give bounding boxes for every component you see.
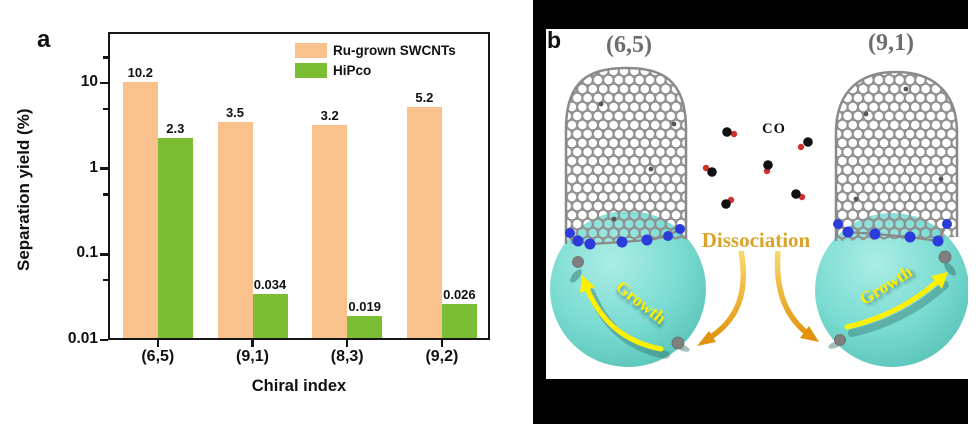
bar-(8,3)-hipco	[347, 316, 383, 340]
edge-atoms-right	[833, 219, 952, 247]
x-axis-title: Chiral index	[251, 377, 347, 395]
dissociation-label: Dissociation	[701, 228, 811, 252]
bar-(6,5)-hipco	[157, 137, 193, 340]
co-molecule-label: CO	[762, 121, 786, 137]
dissociation-arrow-left	[697, 250, 747, 346]
bar-value-label: 3.5	[225, 105, 245, 121]
x-category-label: (9,2)	[425, 348, 459, 365]
y-tick-label: 0.01	[67, 330, 98, 347]
separation-yield-chart: 10.2 2.3 (6,5) 3.5 0.034 (9,1) 3.2 0.019 (8,3) 5.…	[67, 43, 477, 365]
bar-(9,2)-hipco	[441, 304, 477, 340]
panel-a-label: a	[37, 26, 51, 53]
y-tick-label: 10	[80, 73, 98, 91]
bar-value-label: 0.019	[348, 299, 381, 315]
y-tick-label: 1	[89, 158, 98, 176]
x-category-label: (6,5)	[141, 348, 175, 365]
bar-value-label: 0.034	[253, 277, 287, 293]
x-category-label: (8,3)	[330, 348, 364, 365]
chirality-label-left: (6,5)	[606, 32, 652, 58]
dissociation-arrow-right	[774, 250, 819, 342]
bar-value-label: 3.2	[320, 108, 339, 124]
x-axis-tick	[156, 340, 160, 347]
x-axis-tick	[440, 340, 444, 347]
legend-swatch-hipco	[295, 63, 327, 78]
y-axis-tick	[100, 253, 108, 256]
growth-arrow-left	[580, 275, 664, 352]
bar-(9,1)-ru-grown	[217, 122, 253, 340]
y-axis-tick	[100, 167, 108, 170]
edge-atoms-left	[565, 224, 685, 250]
catalyst-sphere-right	[815, 213, 968, 367]
y-axis-minor-tick	[103, 278, 108, 282]
bar-(9,1)-hipco	[252, 294, 288, 340]
bar-value-label: 10.2	[127, 65, 153, 81]
y-axis-minor-tick	[103, 56, 108, 59]
legend-label-hipco: HiPco	[333, 63, 372, 78]
nanotube-right	[834, 70, 959, 241]
y-axis-title: Separation yield (%)	[14, 108, 33, 272]
bar-value-label: 0.026	[443, 287, 476, 303]
bar-(6,5)-ru-grown	[122, 82, 158, 340]
growth-arrow-right	[844, 272, 948, 330]
y-axis-tick	[100, 81, 108, 85]
y-axis-minor-tick	[103, 193, 108, 196]
panel-b: b (6,5) (9,1) CO Dissociation Growth Gro…	[546, 29, 968, 379]
legend-swatch-ru-grown	[295, 43, 327, 58]
catalyst-sphere-left	[550, 211, 706, 367]
y-axis-tick	[100, 338, 108, 342]
bar-(9,2)-ru-grown	[406, 107, 442, 340]
adatoms	[572, 250, 952, 350]
bar-value-label: 2.3	[166, 120, 185, 136]
panel-b-label: b	[547, 29, 562, 53]
plot-frame	[108, 32, 490, 340]
nanotube-left	[564, 66, 688, 244]
bar-(8,3)-ru-grown	[312, 125, 348, 340]
co-molecules	[702, 127, 813, 209]
y-axis-minor-tick	[103, 107, 108, 111]
panel-a: a 10.2 2.3 (6,5) 3.5 0.034 (9,1) 3.2 0.019 (8,3)…	[14, 26, 490, 395]
chirality-label-right: (9,1)	[868, 30, 914, 56]
x-axis-tick	[251, 340, 254, 347]
nanotube-growth-illustration	[550, 66, 968, 367]
legend-label-ru-grown: Ru-grown SWCNTs	[333, 43, 456, 58]
x-category-label: (9,1)	[236, 348, 269, 365]
y-tick-label: 0.1	[76, 244, 98, 262]
x-axis-tick	[345, 340, 349, 347]
bar-value-label: 5.2	[415, 90, 434, 106]
